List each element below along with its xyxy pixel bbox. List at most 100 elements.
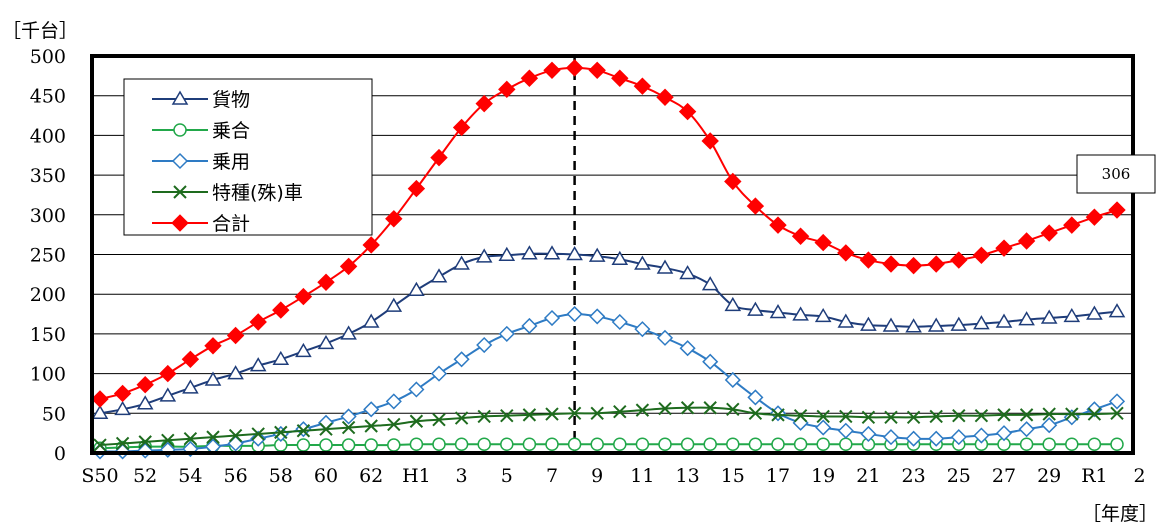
point-4-4 [181,350,200,369]
point-1-17 [477,437,491,452]
point-4-23 [611,69,629,87]
point-0-28 [724,296,742,312]
point-0-30 [769,303,787,319]
point-1-14 [409,437,424,452]
point-1-41 [1019,437,1034,452]
y-tick-label-250: 250 [30,245,66,267]
point-3-8 [274,425,288,440]
x-tick-label-60: 60 [314,465,338,487]
point-4-16 [452,118,471,137]
x-tick-label-2: 2 [1134,465,1146,487]
point-1-24 [635,437,650,452]
point-4-1 [113,384,132,403]
point-3-6 [228,428,243,443]
point-4-12 [362,236,380,254]
point-0-18 [498,246,516,262]
x-tick-label-23: 23 [902,465,926,487]
point-2-40 [995,425,1013,442]
y-tick-label-300: 300 [30,205,66,227]
x-tick-label-5: 5 [501,465,513,487]
point-4-32 [814,233,832,252]
point-0-26 [679,265,696,280]
point-2-35 [882,429,900,446]
point-3-13 [387,417,401,432]
point-4-36 [904,256,923,275]
point-1-9 [296,438,311,452]
point-3-22 [590,406,604,421]
point-0-45 [1108,303,1126,318]
point-0-25 [656,259,674,274]
point-3-34 [861,410,876,424]
point-2-37 [928,430,945,447]
point-4-20 [543,61,561,79]
point-2-19 [521,317,538,335]
point-3-44 [1087,407,1102,421]
point-3-23 [613,405,627,419]
legend-marker-0 [171,90,189,105]
point-1-30 [771,437,785,452]
x-tick-label-17: 17 [766,465,790,487]
point-2-22 [589,308,606,325]
point-3-14 [409,414,424,428]
point-1-21 [567,437,582,452]
point-1-23 [613,437,627,452]
point-3-17 [477,409,491,424]
point-4-39 [972,246,991,265]
point-3-32 [816,409,830,424]
legend-label-2: 乗用 [212,151,250,173]
point-3-19 [522,408,537,422]
point-2-25 [656,329,674,346]
series-line-3 [99,406,1118,447]
point-3-33 [839,409,853,424]
point-0-23 [611,250,629,266]
point-4-0 [91,390,109,408]
y-axis-ticks: 0 50 100 150 200 250 300 350 400 450 500 [30,46,66,465]
point-1-32 [816,437,830,452]
point-1-12 [364,438,378,452]
x-tick-label-H1: H1 [402,465,431,487]
point-3-15 [432,412,446,427]
point-3-0 [93,438,107,452]
point-4-42 [1040,224,1058,242]
point-2-38 [950,429,967,446]
point-2-45 [1108,393,1126,410]
point-2-23 [611,313,628,331]
x-tick-label-21: 21 [856,465,880,487]
point-2-7 [250,430,267,447]
point-4-17 [475,94,493,113]
point-2-29 [747,389,764,406]
point-3-7 [251,427,265,441]
x-axis-ticks: S50 52 54 56 58 60 62 H1 3 5 7 9 11 13 15 17 19 21 23 25 27 2… [81,465,1145,487]
x-tick-label-S50: S50 [81,465,118,487]
y-tick-label-450: 450 [30,86,66,108]
point-2-13 [385,393,402,410]
point-2-44 [1086,401,1103,418]
y-tick-label-200: 200 [30,284,66,306]
point-3-29 [748,406,763,421]
legend-label-1: 乗合 [212,120,250,142]
point-1-45 [1110,437,1124,452]
point-4-18 [498,80,516,99]
point-0-24 [634,255,651,270]
point-0-19 [521,245,538,260]
point-0-2 [136,395,154,410]
x-tick-label-11: 11 [630,465,654,487]
point-0-16 [453,255,470,270]
point-1-16 [454,437,469,452]
point-2-18 [498,325,515,342]
point-1-10 [319,438,333,452]
legend-marker-4 [171,214,189,232]
point-0-43 [1063,307,1081,323]
point-4-34 [859,251,878,269]
y-tick-label-100: 100 [30,364,66,386]
point-1-27 [703,437,717,452]
y-tick-label-0: 0 [54,443,66,465]
point-4-9 [294,287,313,306]
point-0-31 [792,306,809,321]
point-4-22 [588,61,606,79]
point-0-6 [227,365,244,380]
point-4-37 [927,255,945,273]
x-tick-label-56: 56 [224,465,248,487]
point-3-9 [296,424,311,438]
